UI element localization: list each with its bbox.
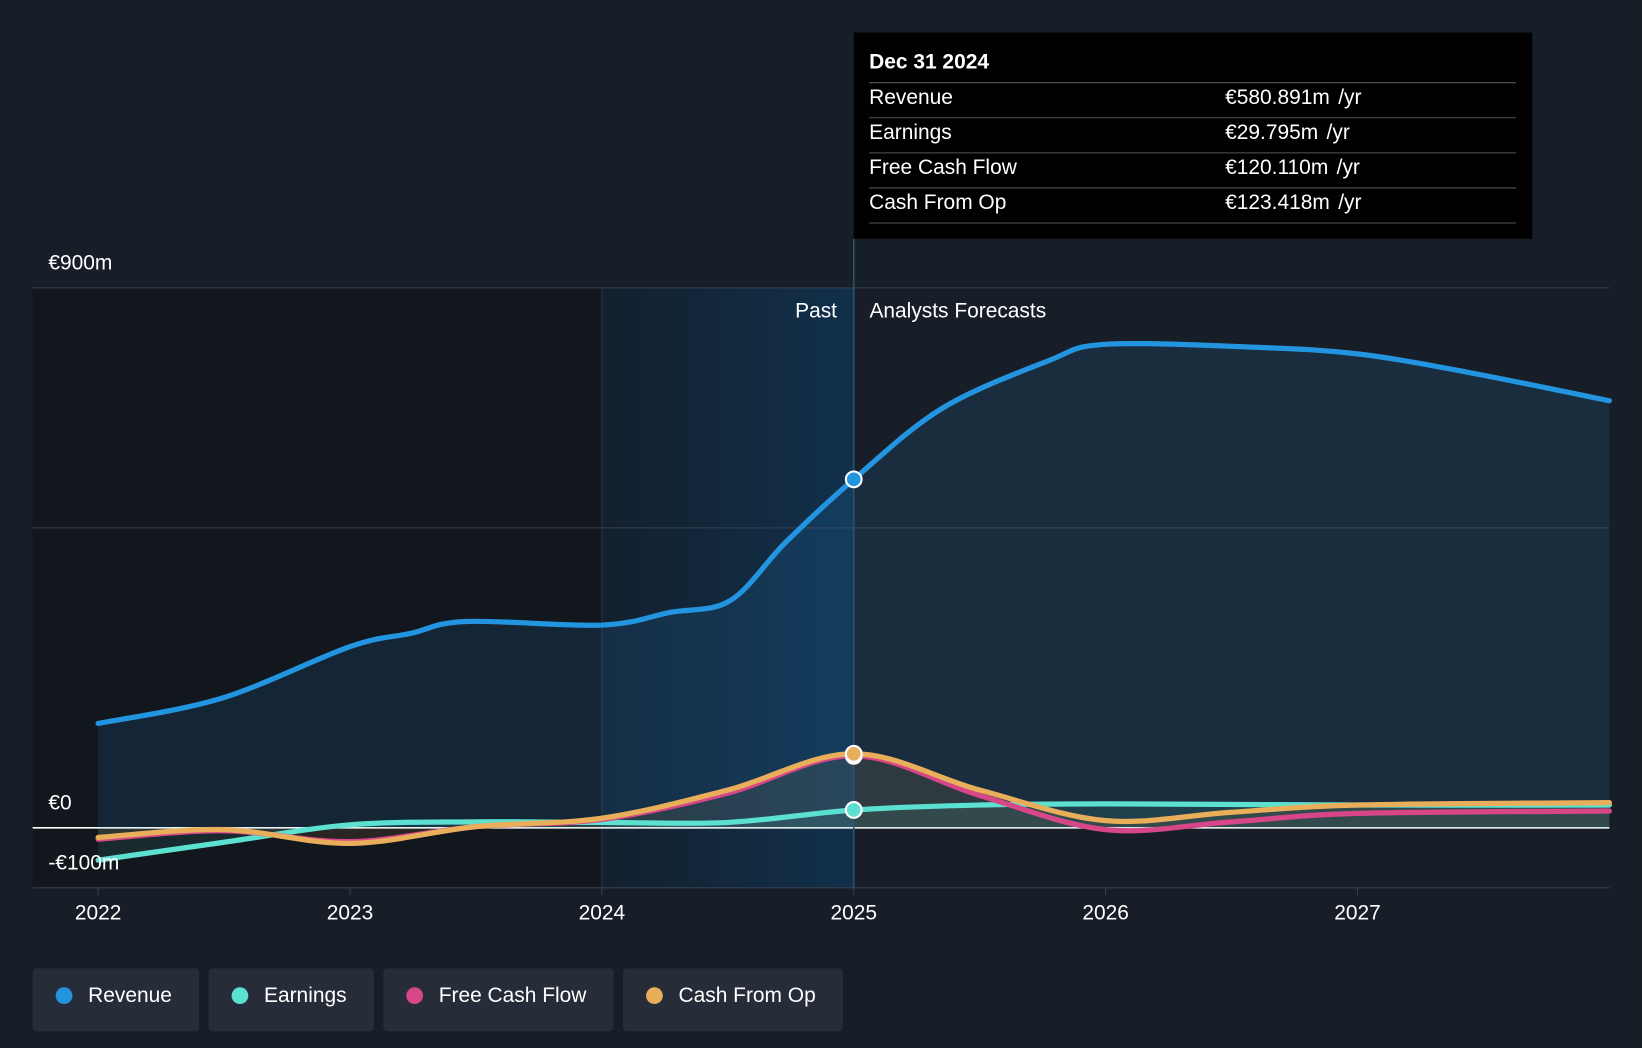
tooltip-unit: /yr	[1337, 156, 1360, 179]
legend-item[interactable]: Earnings	[208, 968, 374, 1032]
legend-label: Cash From Op	[679, 984, 816, 1007]
y-tick-label: €900m	[48, 251, 112, 274]
tooltip	[853, 32, 1533, 239]
tooltip-unit: /yr	[1338, 86, 1361, 109]
legend-item[interactable]: Free Cash Flow	[383, 968, 614, 1032]
y-tick-label: €0	[48, 791, 71, 814]
y-tick-label: -€100m	[48, 851, 119, 874]
foreground: €900m €0 -€100m 2022 2023 2024 2025 2026 2027 Pas…	[32, 32, 1533, 1032]
past-region	[32, 287, 602, 888]
point-marker	[844, 744, 863, 763]
past-label: Past	[795, 300, 837, 323]
tooltip-value: €123.418m	[1225, 191, 1330, 214]
legend-button[interactable]	[623, 968, 843, 1032]
tooltip-label: Cash From Op	[869, 191, 1006, 214]
point-marker	[844, 801, 863, 819]
legend-label: Revenue	[88, 984, 172, 1007]
legend-label: Free Cash Flow	[439, 984, 588, 1007]
background-layer	[32, 287, 1610, 896]
legend-item[interactable]: Cash From Op	[623, 968, 843, 1032]
tooltip-unit: /yr	[1338, 191, 1361, 214]
lines	[95, 340, 1612, 863]
tooltip-unit: /yr	[1327, 121, 1350, 144]
legend-button[interactable]	[208, 968, 374, 1032]
tooltip-label: Earnings	[869, 121, 952, 144]
series-area	[98, 803, 1610, 861]
point-marker	[844, 470, 863, 489]
x-tick-label: 2027	[1334, 902, 1381, 925]
forecast-label: Analysts Forecasts	[869, 300, 1046, 323]
legend-button[interactable]	[32, 968, 200, 1032]
legend-item[interactable]: Revenue	[32, 968, 200, 1032]
tooltip-value: €120.110m	[1225, 156, 1328, 179]
tooltip-value: €580.891m	[1225, 86, 1330, 109]
legend-button[interactable]	[383, 968, 614, 1032]
tooltip-label: Free Cash Flow	[869, 156, 1018, 179]
legend-dot	[406, 987, 424, 1005]
series-line	[95, 801, 1612, 863]
tooltip-title: Dec 31 2024	[869, 50, 989, 73]
tooltip-label: Revenue	[869, 86, 953, 109]
tooltip-value: €29.795m	[1225, 121, 1318, 144]
x-tick-label: 2022	[75, 902, 122, 925]
legend-dot	[231, 987, 249, 1005]
x-tick-label: 2024	[579, 902, 626, 925]
legend-dot	[646, 987, 663, 1005]
x-tick-label: 2025	[830, 902, 877, 925]
series-line	[95, 751, 1612, 847]
x-tick-label: 2026	[1082, 902, 1129, 925]
legend-dot	[55, 987, 73, 1005]
legend-label: Earnings	[264, 984, 347, 1007]
x-tick-label: 2023	[327, 902, 374, 925]
series-line	[95, 340, 1612, 727]
